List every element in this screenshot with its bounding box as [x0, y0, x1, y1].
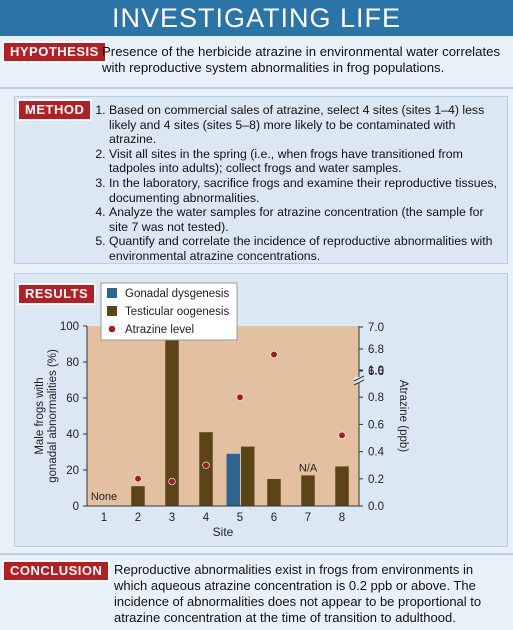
y2-tick-label: 0.4	[368, 447, 385, 459]
method-step: Based on commercial sales of atrazine, s…	[109, 103, 503, 147]
y2-tick-label: 1.0	[368, 365, 384, 377]
legend-swatch-dysgenesis	[107, 288, 117, 298]
bar-oogenesis	[165, 338, 179, 506]
x-tick-label: 2	[135, 512, 141, 524]
y-tick-label: 20	[66, 465, 79, 477]
y-tick-label: 100	[60, 321, 79, 333]
bar-oogenesis	[199, 432, 213, 506]
atrazine-point	[270, 350, 278, 359]
conclusion-line-1: Reproductive abnormalities exist in frog…	[114, 562, 474, 577]
x-tick-label: 4	[203, 512, 210, 524]
divider	[0, 553, 513, 555]
y-axis-label-left: Male frogs withgonadal abnormalities (%)	[34, 349, 59, 483]
y2-tick-label: 7.0	[368, 322, 384, 334]
y-tick-label: 0	[73, 501, 79, 513]
hypothesis-label: HYPOTHESIS	[10, 44, 99, 59]
conclusion-text: Reproductive abnormalities exist in frog…	[114, 562, 509, 626]
conclusion-line-4: atrazine concentration at the time of tr…	[114, 610, 456, 625]
x-tick-label: 7	[305, 512, 311, 524]
banner-title: INVESTIGATING LIFE	[111, 3, 402, 33]
y-axis-label-right: Atrazine (ppb)	[397, 380, 409, 452]
annotation-label: None	[91, 491, 117, 503]
conclusion-line-3: incidence of abnormalities does not appe…	[114, 594, 482, 609]
bar-dysgenesis	[226, 453, 240, 506]
hypothesis-line-1: Presence of the herbicide atrazine in en…	[102, 44, 501, 59]
axis-break-icon	[353, 375, 365, 386]
legend-label-dysgenesis: Gonadal dysgenesis	[125, 288, 229, 300]
y2-tick-label: 0.2	[368, 474, 384, 486]
bar-oogenesis	[301, 475, 315, 506]
legend-swatch-oogenesis	[107, 306, 117, 316]
conclusion-label: CONCLUSION	[10, 563, 103, 578]
divider	[0, 87, 513, 89]
atrazine-point	[168, 477, 176, 486]
method-step: Visit all sites in the spring (i.e., whe…	[109, 147, 503, 176]
legend: Gonadal dysgenesis Testicular oogenesis …	[100, 282, 238, 341]
x-axis-label: Site	[213, 525, 234, 539]
method-step: Quantify and correlate the incidence of …	[109, 234, 503, 263]
method-step: In the laboratory, sacrifice frogs and e…	[109, 176, 503, 205]
y-tick-label: 60	[66, 393, 79, 405]
x-tick-label: 6	[271, 512, 277, 524]
y2-tick-label: 0.8	[368, 392, 384, 404]
banner: INVESTIGATING LIFE	[0, 0, 513, 36]
x-tick-label: 3	[169, 512, 175, 524]
y2-tick-label: 6.6	[368, 366, 384, 378]
legend-label-atrazine: Atrazine level	[125, 324, 194, 336]
legend-label-oogenesis: Testicular oogenesis	[125, 306, 229, 318]
bar-oogenesis	[267, 479, 281, 506]
atrazine-point	[202, 461, 210, 469]
y-tick-label: 80	[66, 357, 79, 369]
hypothesis-tag: HYPOTHESIS	[2, 41, 107, 63]
y2-tick-label: 6.8	[368, 344, 384, 356]
y2-tick-label: 0.0	[368, 501, 384, 513]
x-tick-label: 1	[101, 512, 107, 524]
y-tick-label: 40	[66, 429, 79, 441]
method-label: METHOD	[25, 102, 85, 117]
bar-oogenesis	[241, 446, 255, 506]
hypothesis-line-2: with reproductive system abnormalities i…	[102, 60, 445, 75]
bar-oogenesis	[335, 466, 349, 506]
atrazine-point	[134, 475, 142, 483]
annotation-label: N/A	[299, 462, 318, 474]
atrazine-point	[236, 393, 244, 401]
hypothesis-text: Presence of the herbicide atrazine in en…	[102, 44, 507, 76]
conclusion-line-2: which aqueous atrazine concentration is …	[114, 578, 476, 593]
legend-marker-atrazine	[108, 325, 116, 333]
method-steps: Based on commercial sales of atrazine, s…	[93, 103, 503, 264]
y2-tick-label: 0.6	[368, 419, 384, 431]
method-panel	[14, 96, 508, 264]
results-label: RESULTS	[25, 286, 89, 301]
x-tick-label: 8	[339, 512, 345, 524]
method-list: Based on commercial sales of atrazine, s…	[93, 103, 503, 264]
x-tick-label: 5	[237, 512, 243, 524]
results-tag: RESULTS	[17, 283, 97, 305]
legend-box	[100, 282, 238, 341]
atrazine-point	[338, 431, 346, 439]
bar-oogenesis	[131, 486, 145, 506]
plot-area	[87, 326, 359, 506]
conclusion-tag: CONCLUSION	[2, 560, 111, 582]
method-step: Analyze the water samples for atrazine c…	[109, 205, 503, 234]
method-tag: METHOD	[17, 99, 93, 121]
